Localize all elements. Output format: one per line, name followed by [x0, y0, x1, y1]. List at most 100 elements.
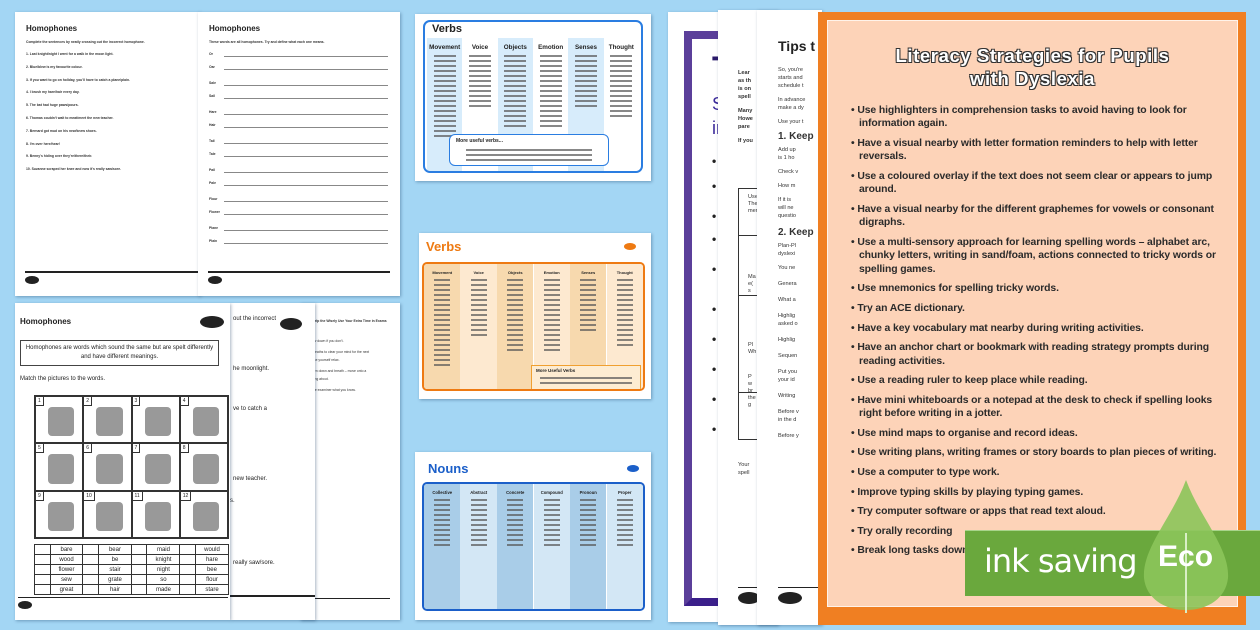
word-row: bare bear maid would	[34, 544, 230, 555]
answer-line	[224, 201, 388, 202]
word-placeholder	[434, 524, 451, 526]
word-placeholder	[616, 279, 633, 281]
word-placeholder	[507, 334, 524, 336]
homophones-match-sheet: Homophones Homophones are words which so…	[15, 303, 230, 620]
word-placeholder	[543, 284, 560, 286]
word-placeholder	[470, 304, 487, 306]
column-heading: Movement	[429, 44, 461, 51]
word-placeholder	[470, 329, 487, 331]
word-row: sew grate so flour	[34, 574, 230, 585]
picture-number: 7	[132, 444, 141, 454]
word-row: wood be knight hare	[34, 554, 230, 565]
word-placeholder	[470, 509, 487, 511]
word-column: Movement	[424, 264, 461, 389]
word-placeholder	[543, 289, 560, 291]
word-placeholder	[543, 334, 560, 336]
word-placeholder	[539, 65, 562, 67]
doc-line: In advance	[778, 97, 806, 103]
wood-icon	[96, 501, 123, 531]
sentence-item: 2. Blue/blew is my favourite colour.	[26, 64, 83, 69]
word-placeholder	[468, 60, 491, 62]
word-placeholder	[543, 544, 560, 546]
mat-title: Nouns	[428, 461, 469, 476]
word-placeholder	[616, 499, 633, 501]
word-placeholder	[610, 115, 633, 117]
word-placeholder	[434, 509, 451, 511]
twinkl-logo	[18, 601, 32, 609]
word-placeholder	[580, 504, 597, 506]
word-placeholder	[507, 299, 524, 301]
blank-cell	[34, 574, 51, 585]
blank-cell	[179, 554, 196, 565]
doc-line: Put you	[778, 369, 797, 375]
text-fragment: out the incorrect	[233, 316, 277, 322]
picture-cell: 10	[83, 490, 132, 538]
sheet-instruction: Complete the sentences by neatly crossin…	[26, 40, 145, 44]
picture-grid: 1 2 3 4 5 6 7 8 9 10 11 12	[34, 395, 229, 539]
answer-line	[224, 230, 388, 231]
word-column: Compound	[533, 484, 570, 609]
column-heading: Thought	[608, 44, 634, 51]
word-placeholder	[507, 534, 524, 536]
blank-cell	[179, 574, 196, 585]
word-placeholder	[468, 95, 491, 97]
word-placeholder	[504, 115, 527, 117]
sheet-title: Homophones	[26, 24, 78, 33]
word-placeholder	[507, 504, 524, 506]
sentence-item: 4. I brush my hare/hair every day.	[26, 90, 80, 95]
word-placeholder	[543, 504, 560, 506]
word-placeholder	[434, 289, 451, 291]
word-placeholder	[434, 499, 451, 501]
strategy-item: • Try computer software or apps that rea…	[851, 506, 1106, 518]
column-heading: Abstract	[470, 490, 488, 495]
word-placeholder	[433, 65, 456, 67]
word-placeholder	[543, 514, 560, 516]
word-placeholder	[610, 75, 633, 77]
word-cell: knight	[146, 554, 181, 565]
doc-line: Use your t	[778, 119, 804, 125]
twinkl-logo	[624, 243, 636, 250]
word-placeholder	[507, 314, 524, 316]
word-placeholder	[543, 329, 560, 331]
verbs-word-mat-blue: Verbs Movement Voice Objects Emotion Senses T…	[415, 14, 651, 181]
word-cell: bear	[98, 544, 132, 555]
doc-line: 2. Keep	[778, 227, 814, 238]
word-cell: flower	[49, 564, 84, 575]
word-placeholder	[504, 110, 527, 112]
answer-line	[224, 114, 388, 115]
doc-line: in the d	[778, 417, 797, 423]
answer-line	[224, 243, 388, 244]
doc-line: You ne	[778, 265, 796, 271]
picture-number: 12	[180, 491, 192, 501]
word-placeholder	[574, 55, 597, 57]
word-placeholder	[470, 514, 487, 516]
word-placeholder	[580, 514, 597, 516]
picture-cell: 5	[35, 443, 84, 491]
twinkl-logo	[627, 465, 639, 472]
doc-line: Plan-Pl	[778, 243, 797, 249]
homophones-define-sheet: Homophones These words are all homophone…	[198, 12, 400, 296]
blank-cell	[34, 564, 51, 575]
word-column: Voice	[460, 264, 497, 389]
word-cell: great	[49, 584, 84, 595]
picture-number: 8	[180, 444, 189, 454]
word-placeholder	[507, 349, 524, 351]
picture-number: 4	[180, 397, 189, 406]
doc-line: Many	[738, 108, 753, 114]
word-placeholder	[580, 284, 597, 286]
strategy-item: • Use a computer to type work.	[851, 466, 1000, 478]
word-placeholder	[539, 60, 562, 62]
poster-title-line-1: Literacy Strategies for Pupils	[895, 45, 1170, 66]
word-placeholder	[574, 100, 597, 102]
table-cell-text: w	[748, 381, 753, 387]
word-placeholder	[470, 299, 487, 301]
homophone-word: Plain	[209, 239, 218, 243]
doc-line: Howe	[738, 116, 753, 122]
homophone-word: Pale	[209, 181, 216, 185]
sheet-title: Homophones	[20, 317, 72, 326]
word-placeholder	[539, 90, 562, 92]
word-cell: bare	[49, 544, 84, 555]
word-placeholder	[507, 324, 524, 326]
word-column: Concrete	[496, 484, 534, 609]
twinkl-logo	[25, 276, 39, 284]
